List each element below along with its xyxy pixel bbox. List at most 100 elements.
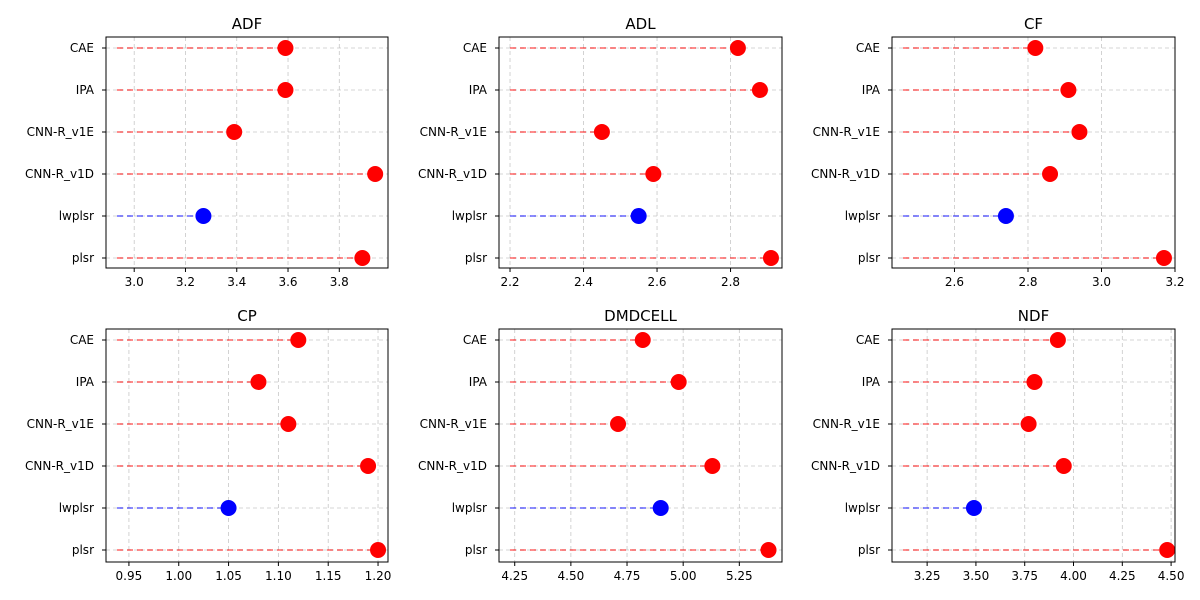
category-label: CNN-R_v1D [25, 167, 94, 181]
x-tick-label: 1.20 [365, 569, 392, 583]
dot-lwplsr [965, 500, 982, 516]
x-tick-label: 3.0 [125, 275, 144, 289]
category-label: plsr [858, 251, 880, 265]
category-label: lwplsr [452, 501, 487, 515]
category-label: CNN-R_v1E [420, 125, 487, 139]
x-tick-label: 3.6 [278, 275, 297, 289]
category-label: CAE [463, 41, 487, 55]
dot-cae [729, 40, 746, 56]
category-label: CNN-R_v1D [811, 459, 880, 473]
category-label: IPA [862, 83, 881, 97]
x-tick-label: 3.2 [176, 275, 195, 289]
category-label: CNN-R_v1E [813, 417, 880, 431]
dot-ipa [1026, 374, 1043, 390]
category-label: plsr [72, 543, 94, 557]
dot-ipa [670, 374, 687, 390]
plot-frame [891, 328, 1176, 563]
x-tick-label: 4.50 [558, 569, 585, 583]
dot-cnn-r_v1d [704, 458, 721, 474]
category-label: lwplsr [452, 209, 487, 223]
dot-lwplsr [220, 500, 237, 516]
panel-adf: 3.0 3.2 3.4 3.6 3.8 CAE IPA CNN-R_v1E CNN-R_v1Dl… [25, 15, 389, 289]
category-label: CNN-R_v1E [420, 417, 487, 431]
category-label: lwplsr [845, 501, 880, 515]
category-label: IPA [469, 375, 488, 389]
dot-lwplsr [630, 208, 647, 224]
dot-cnn-r_v1e [1071, 124, 1088, 140]
category-label: CNN-R_v1E [27, 417, 94, 431]
x-tick-label: 3.50 [963, 569, 990, 583]
category-label: lwplsr [845, 209, 880, 223]
category-label: CAE [70, 41, 94, 55]
category-label: CNN-R_v1E [813, 125, 880, 139]
plot-frame [105, 36, 389, 269]
category-label: lwplsr [59, 209, 94, 223]
category-label: IPA [862, 375, 881, 389]
category-label: plsr [465, 251, 487, 265]
dot-cnn-r_v1d [360, 458, 377, 474]
dot-plsr [760, 542, 777, 558]
dot-cnn-r_v1e [610, 416, 627, 432]
x-tick-label: 2.6 [647, 275, 666, 289]
plot-frame [498, 36, 783, 269]
category-label: IPA [469, 83, 488, 97]
category-label: plsr [858, 543, 880, 557]
category-label: plsr [72, 251, 94, 265]
x-tick-label: 2.8 [1018, 275, 1037, 289]
dot-plsr [370, 542, 387, 558]
panel-cf: 2.6 2.8 3.0 3.2 CAE IPA CNN-R_v1E CNN-R_v1Dlwpl… [811, 15, 1185, 289]
x-tick-label: 2.2 [500, 275, 519, 289]
x-tick-label: 1.00 [165, 569, 192, 583]
category-label: CNN-R_v1E [27, 125, 94, 139]
dot-plsr [1155, 250, 1172, 266]
dot-cnn-r_v1e [226, 124, 243, 140]
category-label: CNN-R_v1D [418, 459, 487, 473]
category-label: CAE [856, 333, 880, 347]
x-tick-label: 4.00 [1060, 569, 1087, 583]
panel-ndf: 3.25 3.50 3.75 4.00 4.25 4.50 CAE IPA CNN-R_v1E C… [811, 307, 1184, 583]
x-tick-label: 3.0 [1092, 275, 1111, 289]
category-label: CAE [463, 333, 487, 347]
dot-ipa [751, 82, 768, 98]
dot-cnn-r_v1d [645, 166, 662, 182]
dot-ipa [1060, 82, 1077, 98]
x-tick-label: 4.75 [614, 569, 641, 583]
dot-cae [1049, 332, 1066, 348]
panel-adl: 2.2 2.4 2.6 2.8 CAE IPA CNN-R_v1E CNN-R_v1Dlwpl… [418, 15, 783, 289]
category-label: IPA [76, 83, 95, 97]
category-label: plsr [465, 543, 487, 557]
dot-cae [634, 332, 651, 348]
dot-cnn-r_v1e [1020, 416, 1037, 432]
x-tick-label: 4.25 [1109, 569, 1136, 583]
x-tick-label: 1.15 [315, 569, 342, 583]
dot-cae [1027, 40, 1044, 56]
category-label: CNN-R_v1D [418, 167, 487, 181]
panel-title: CP [237, 307, 257, 325]
panel-title: ADL [625, 15, 656, 33]
plot-frame [891, 36, 1176, 269]
x-tick-label: 5.25 [726, 569, 753, 583]
x-tick-label: 3.4 [227, 275, 246, 289]
dot-cnn-r_v1d [1055, 458, 1072, 474]
x-tick-label: 1.10 [265, 569, 292, 583]
dot-cae [290, 332, 307, 348]
dot-ipa [277, 82, 294, 98]
x-tick-label: 3.2 [1165, 275, 1184, 289]
panel-dmdcell: 4.25 4.50 4.75 5.00 5.25 CAE IPA CNN-R_v1E CNN-R… [418, 307, 783, 583]
x-tick-label: 3.25 [914, 569, 941, 583]
dot-cnn-r_v1e [593, 124, 610, 140]
category-label: CAE [70, 333, 94, 347]
dot-cnn-r_v1d [1042, 166, 1059, 182]
x-tick-label: 5.00 [670, 569, 697, 583]
category-label: CNN-R_v1D [811, 167, 880, 181]
dot-ipa [250, 374, 267, 390]
dot-cnn-r_v1e [280, 416, 297, 432]
panel-cp: 0.95 1.00 1.05 1.10 1.15 1.20 CAE IPA CNN-R_v1E C… [25, 307, 391, 583]
x-tick-label: 2.6 [945, 275, 964, 289]
plot-frame [498, 328, 783, 563]
x-tick-label: 2.8 [721, 275, 740, 289]
dot-lwplsr [195, 208, 212, 224]
x-tick-label: 3.75 [1011, 569, 1038, 583]
category-label: lwplsr [59, 501, 94, 515]
